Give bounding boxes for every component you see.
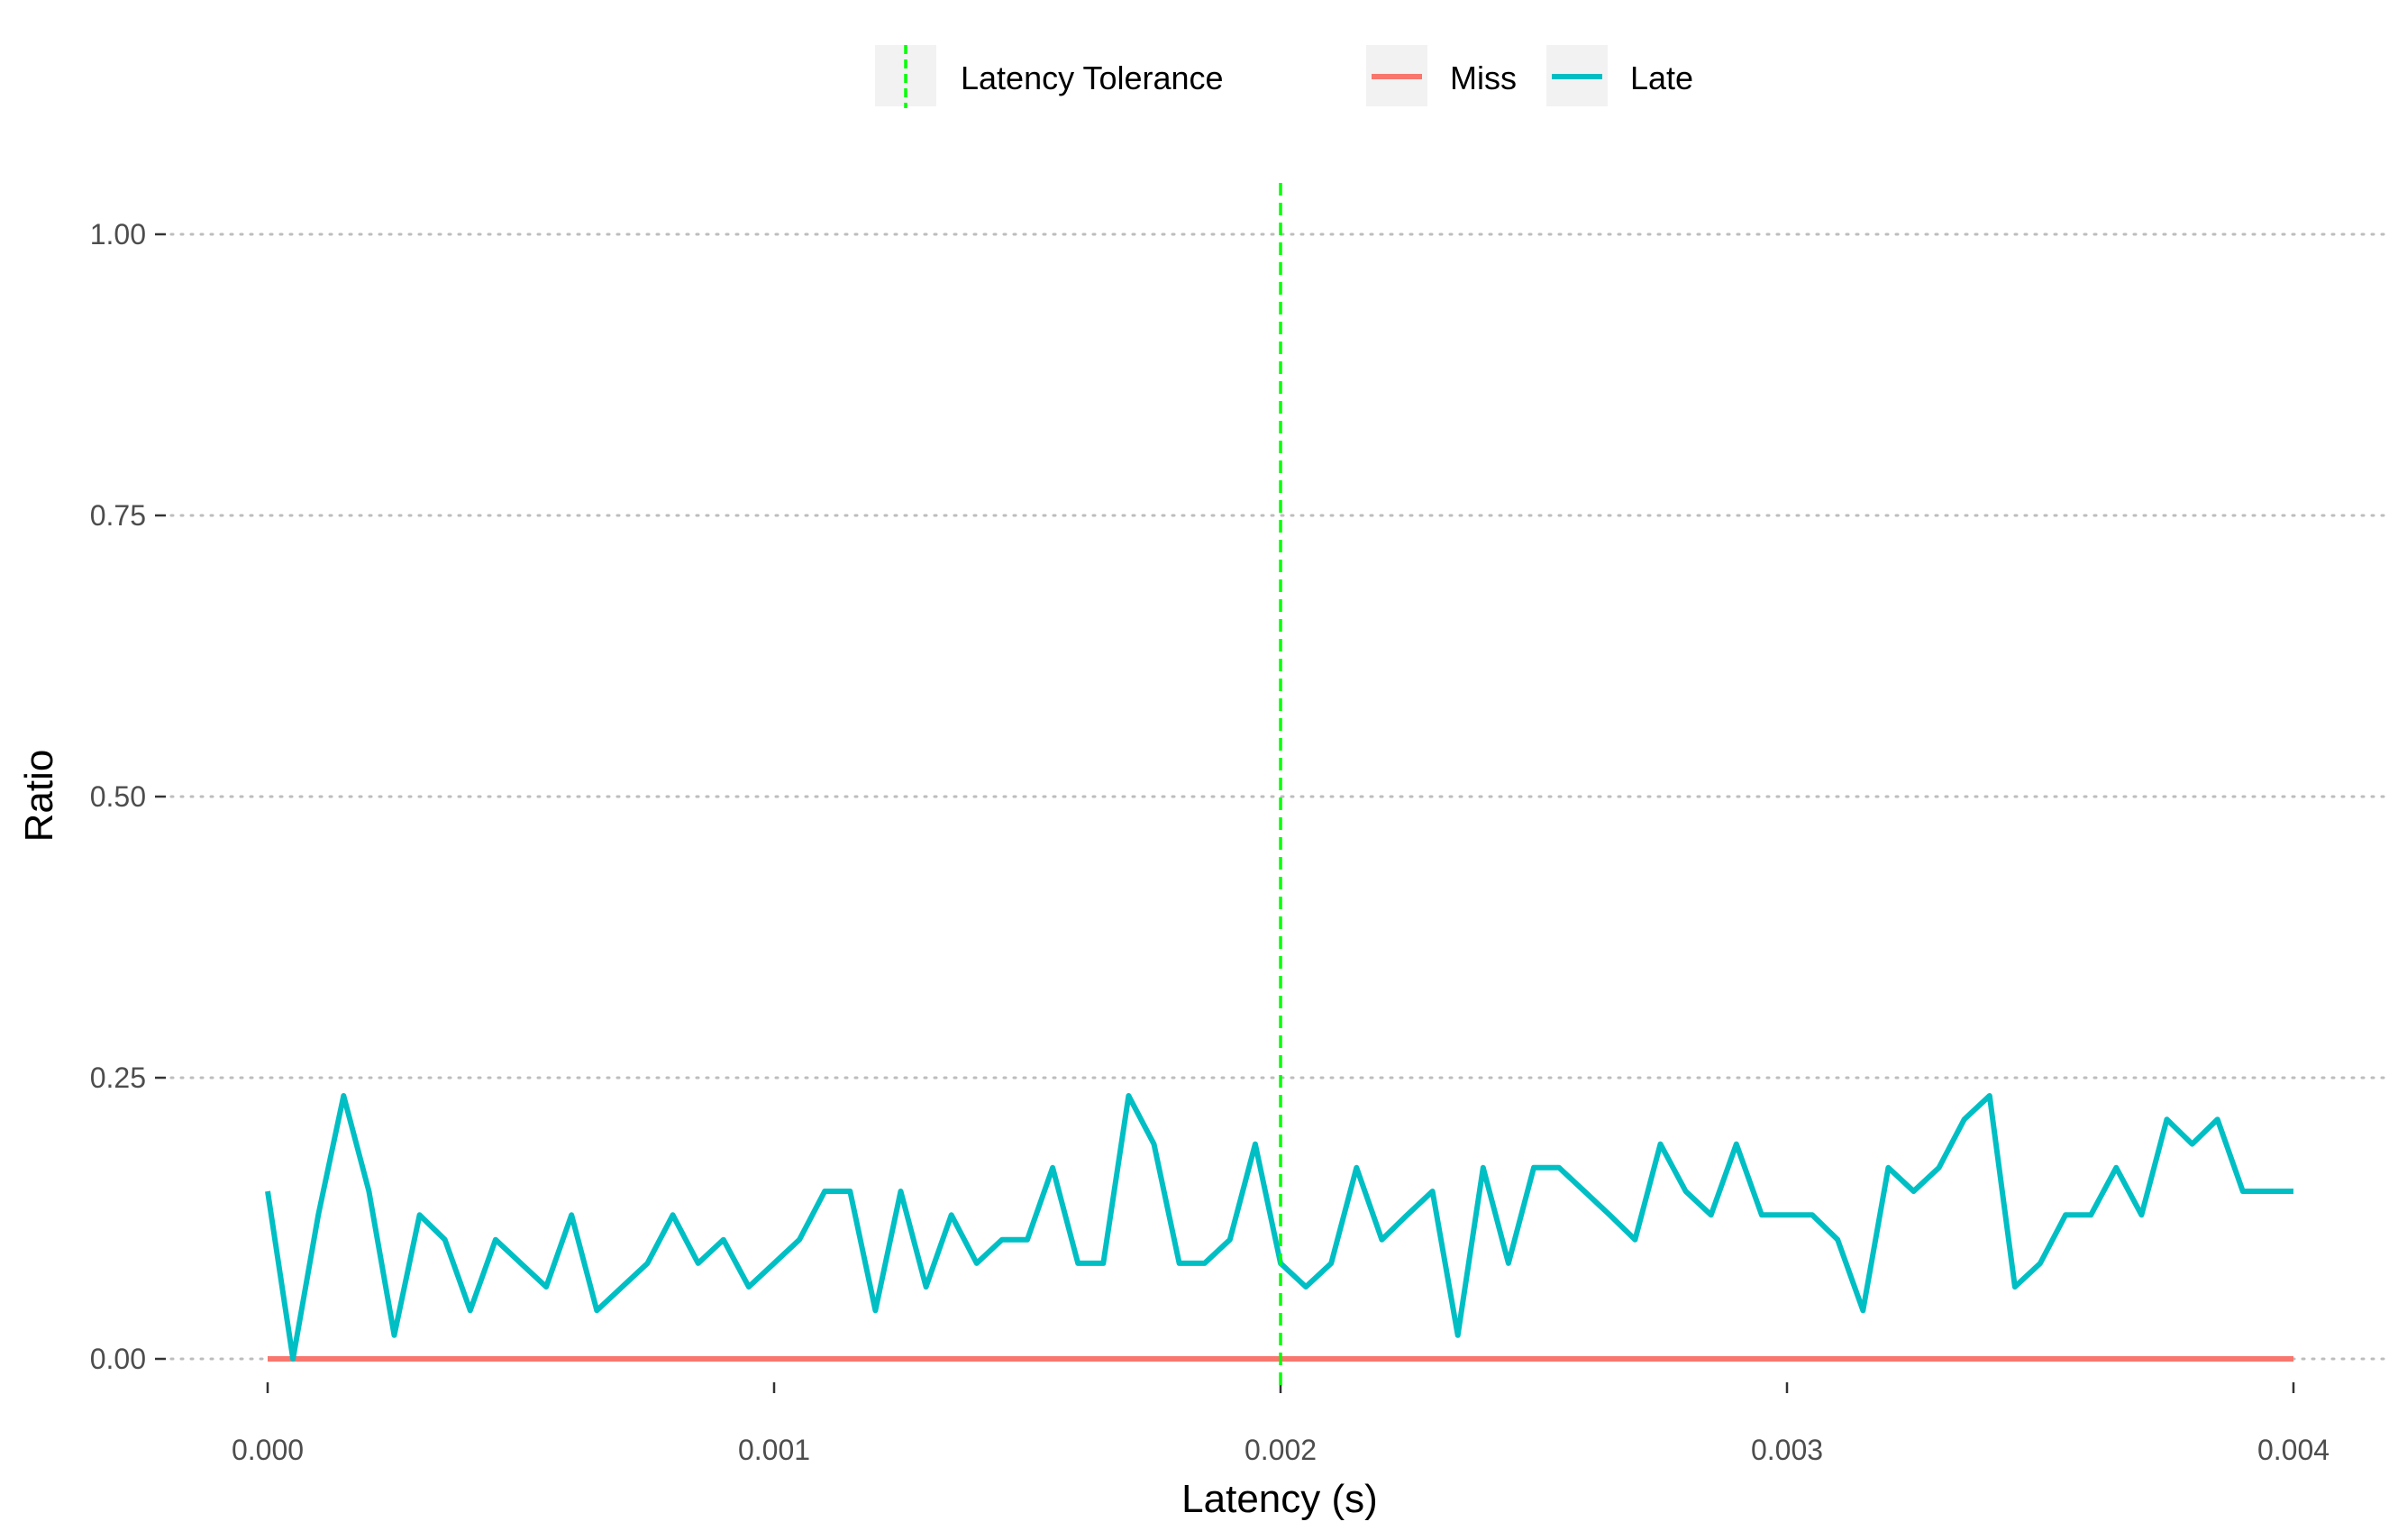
legend: Latency Tolerance Miss Late (875, 45, 1693, 108)
x-tick-label: 0.001 (738, 1434, 810, 1466)
y-axis-title: Ratio (17, 750, 61, 843)
y-axis: 0.00 0.25 0.50 0.75 1.00 (90, 218, 166, 1375)
legend-item-tolerance: Latency Tolerance (875, 45, 1224, 108)
y-tick-label: 0.50 (90, 780, 146, 813)
y-tick-label: 0.25 (90, 1062, 146, 1094)
legend-miss-label: Miss (1450, 59, 1517, 96)
x-tick-label: 0.000 (232, 1434, 304, 1466)
legend-tolerance-label: Latency Tolerance (961, 59, 1224, 96)
x-tick-label: 0.004 (2257, 1434, 2330, 1466)
x-axis-title: Latency (s) (1181, 1477, 1378, 1521)
legend-item-miss: Miss (1366, 45, 1517, 106)
y-tick-label: 0.75 (90, 499, 146, 532)
y-tick-label: 0.00 (90, 1343, 146, 1375)
x-axis: 0.000 0.001 0.002 0.003 0.004 (232, 1382, 2330, 1466)
legend-late-label: Late (1630, 59, 1693, 96)
legend-item-late: Late (1546, 45, 1693, 106)
y-tick-label: 1.00 (90, 218, 146, 251)
x-tick-label: 0.003 (1751, 1434, 1823, 1466)
x-tick-label: 0.002 (1245, 1434, 1317, 1466)
